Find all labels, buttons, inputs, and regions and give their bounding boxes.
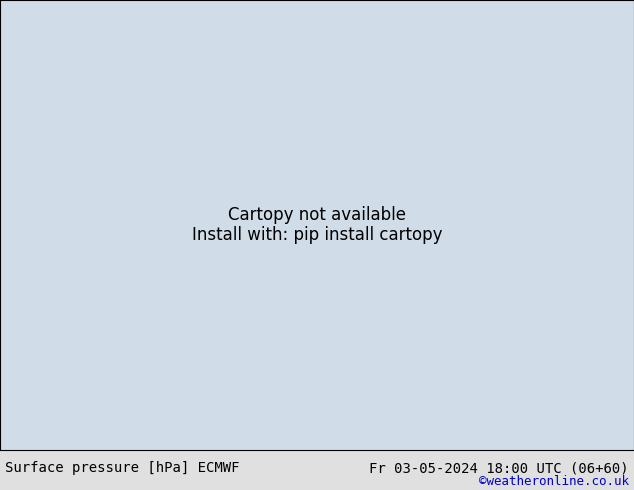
Text: ©weatheronline.co.uk: ©weatheronline.co.uk — [479, 475, 629, 488]
Text: Surface pressure [hPa] ECMWF: Surface pressure [hPa] ECMWF — [5, 461, 240, 475]
Text: Fr 03-05-2024 18:00 UTC (06+60): Fr 03-05-2024 18:00 UTC (06+60) — [369, 461, 629, 475]
Text: Cartopy not available
Install with: pip install cartopy: Cartopy not available Install with: pip … — [191, 205, 443, 245]
